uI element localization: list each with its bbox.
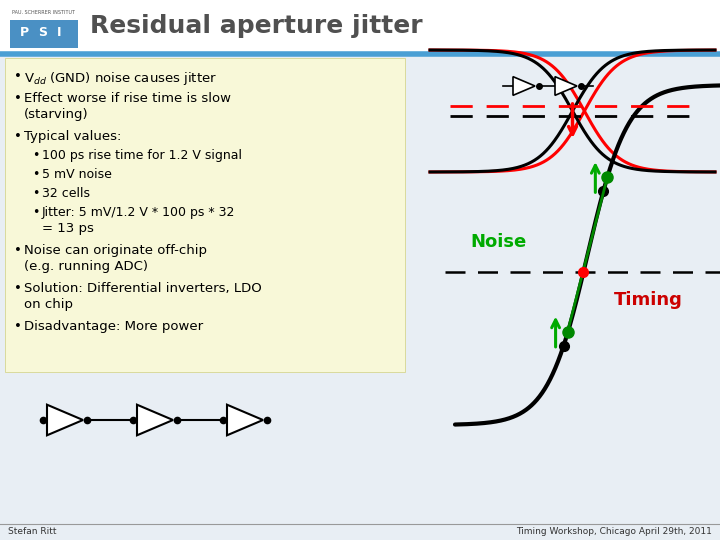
Text: •: • bbox=[14, 244, 22, 257]
Text: Typical values:: Typical values: bbox=[24, 130, 122, 143]
Polygon shape bbox=[47, 404, 83, 435]
Bar bbox=[5, 58, 405, 372]
Text: Jitter: 5 mV/1.2 V * 100 ps * 32: Jitter: 5 mV/1.2 V * 100 ps * 32 bbox=[42, 206, 235, 219]
Text: PAU. SCHERRER INSTITUT: PAU. SCHERRER INSTITUT bbox=[12, 10, 76, 15]
Text: Noise: Noise bbox=[470, 233, 526, 251]
Text: (e.g. running ADC): (e.g. running ADC) bbox=[24, 260, 148, 273]
Text: Timing: Timing bbox=[613, 291, 683, 309]
Text: Solution: Differential inverters, LDO: Solution: Differential inverters, LDO bbox=[24, 282, 262, 295]
Text: 100 ps rise time for 1.2 V signal: 100 ps rise time for 1.2 V signal bbox=[42, 149, 242, 162]
Text: P: P bbox=[20, 26, 29, 39]
Text: Noise can originate off-chip: Noise can originate off-chip bbox=[24, 244, 207, 257]
Polygon shape bbox=[555, 77, 577, 96]
Text: 32 cells: 32 cells bbox=[42, 187, 90, 200]
Text: Stefan Ritt: Stefan Ritt bbox=[8, 528, 56, 537]
Text: = 13 ps: = 13 ps bbox=[42, 222, 94, 235]
Polygon shape bbox=[227, 404, 263, 435]
Text: •: • bbox=[32, 149, 40, 162]
Text: •: • bbox=[14, 320, 22, 333]
Bar bbox=[0, 0, 720, 52]
Bar bbox=[10, 20, 78, 48]
Text: Timing Workshop, Chicago April 29th, 2011: Timing Workshop, Chicago April 29th, 201… bbox=[516, 528, 712, 537]
Text: I: I bbox=[57, 26, 61, 39]
Text: •: • bbox=[14, 282, 22, 295]
Text: •: • bbox=[14, 92, 22, 105]
Text: •: • bbox=[32, 187, 40, 200]
Text: •: • bbox=[14, 70, 22, 83]
Text: Residual aperture jitter: Residual aperture jitter bbox=[90, 14, 423, 38]
Text: S: S bbox=[38, 26, 47, 39]
Text: Disadvantage: More power: Disadvantage: More power bbox=[24, 320, 203, 333]
Text: 5 mV noise: 5 mV noise bbox=[42, 168, 112, 181]
Polygon shape bbox=[513, 77, 535, 96]
Polygon shape bbox=[137, 404, 173, 435]
Text: •: • bbox=[14, 130, 22, 143]
Text: Effect worse if rise time is slow: Effect worse if rise time is slow bbox=[24, 92, 231, 105]
Text: on chip: on chip bbox=[24, 298, 73, 311]
Text: •: • bbox=[32, 206, 40, 219]
Text: •: • bbox=[32, 168, 40, 181]
Text: V$_{dd}$ (GND) noise causes jitter: V$_{dd}$ (GND) noise causes jitter bbox=[24, 70, 217, 87]
Text: (starving): (starving) bbox=[24, 108, 89, 121]
